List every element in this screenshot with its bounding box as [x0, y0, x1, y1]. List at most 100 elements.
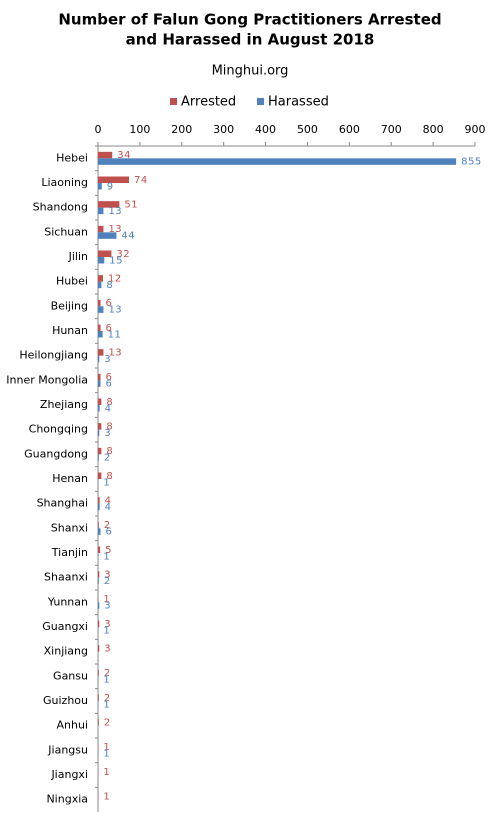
bar: [98, 250, 112, 257]
legend-label: Harassed: [268, 95, 329, 110]
legend-label: Arrested: [181, 95, 236, 110]
bar: [98, 275, 104, 282]
value-label: 74: [134, 175, 148, 186]
value-label: 3: [104, 428, 111, 439]
y-tick-label: Inner Mongolia: [6, 373, 88, 386]
bar: [98, 380, 101, 387]
y-tick-label: Liaoning: [41, 176, 88, 189]
bar: [98, 602, 100, 609]
bar: [98, 355, 100, 363]
value-label: 15: [109, 255, 123, 266]
value-label: 2: [104, 576, 111, 587]
y-tick-label: Hunan: [52, 324, 88, 337]
bar: [98, 503, 100, 511]
value-label: 1: [103, 675, 110, 686]
value-label: 2: [104, 668, 111, 679]
x-tick-label: 500: [297, 123, 318, 136]
bar: [98, 645, 100, 652]
value-label: 1: [103, 791, 110, 802]
value-label: 51: [124, 199, 138, 210]
bar: [98, 151, 113, 159]
value-label: 13: [108, 305, 122, 316]
bar: [98, 669, 99, 677]
value-label: 13: [108, 347, 122, 358]
y-tick-label: Hubei: [56, 275, 88, 288]
bar: [98, 497, 100, 504]
value-label: 1: [103, 749, 110, 760]
y-tick-label: Guangxi: [42, 620, 88, 633]
y-tick-label: Jiangsu: [47, 743, 88, 756]
value-label: 13: [108, 224, 122, 235]
value-label: 2: [104, 520, 111, 531]
y-tick-label: Shanxi: [51, 521, 88, 534]
y-tick-label: Yunnan: [47, 595, 88, 608]
value-label: 1: [103, 767, 110, 778]
value-label: 3: [104, 619, 111, 630]
bar: [98, 281, 102, 289]
legend-swatch: [257, 98, 264, 105]
x-tick-label: 600: [339, 123, 360, 136]
value-label: 3: [104, 569, 111, 580]
bar: [98, 299, 101, 307]
value-label: 1: [103, 594, 110, 605]
x-tick-label: 300: [213, 123, 234, 136]
value-label: 32: [116, 249, 130, 260]
value-label: 1: [103, 625, 110, 636]
y-tick-label: Sichuan: [44, 225, 88, 238]
chart-subtitle: Minghui.org: [212, 64, 289, 79]
value-label: 3: [104, 354, 111, 365]
bar: [98, 454, 99, 461]
bar: [98, 373, 101, 381]
value-label: 8: [106, 421, 113, 432]
y-tick-label: Shanghai: [37, 497, 88, 510]
value-label: 855: [461, 157, 482, 168]
y-tick-label: Xinjiang: [44, 645, 88, 658]
y-tick-label: Shandong: [33, 201, 88, 214]
x-tick-label: 800: [423, 123, 444, 136]
value-label: 6: [106, 298, 113, 309]
bar: [98, 207, 104, 215]
y-tick-label: Beijing: [51, 299, 88, 312]
bar: [98, 349, 104, 356]
bar: [98, 183, 102, 190]
value-label: 5: [105, 545, 112, 556]
y-tick-label: Heilongjiang: [19, 349, 88, 362]
bar: [98, 571, 100, 578]
bar: [98, 447, 102, 455]
bar: [98, 232, 117, 239]
bar: [98, 620, 100, 627]
x-tick-label: 200: [171, 123, 192, 136]
value-label: 8: [106, 280, 113, 291]
y-tick-label: Tianjin: [51, 546, 88, 559]
bar: [98, 521, 99, 529]
x-tick-label: 400: [255, 123, 276, 136]
y-tick-label: Ningxia: [46, 793, 88, 806]
bar: [98, 405, 100, 412]
x-tick-label: 900: [465, 123, 486, 136]
value-label: 4: [105, 495, 112, 506]
value-label: 11: [108, 329, 122, 340]
value-label: 6: [106, 527, 113, 538]
y-tick-label: Henan: [52, 472, 88, 485]
value-label: 8: [106, 471, 113, 482]
bar: [98, 577, 99, 585]
value-label: 2: [104, 717, 111, 728]
value-label: 3: [104, 601, 111, 612]
bar: [98, 257, 105, 264]
value-label: 4: [105, 403, 112, 414]
y-tick-label: Jilin: [68, 250, 88, 263]
value-label: 8: [106, 397, 113, 408]
y-tick-label: Chongqing: [29, 423, 88, 436]
value-label: 2: [104, 453, 111, 464]
bar: [98, 546, 101, 553]
value-label: 13: [108, 206, 122, 217]
y-tick-label: Guangdong: [24, 447, 88, 460]
bar: [98, 429, 100, 437]
bar: [98, 324, 101, 331]
bar: [98, 528, 101, 535]
value-label: 2: [104, 693, 111, 704]
bar: [98, 694, 99, 701]
value-label: 1: [103, 699, 110, 710]
value-label: 3: [104, 643, 111, 654]
